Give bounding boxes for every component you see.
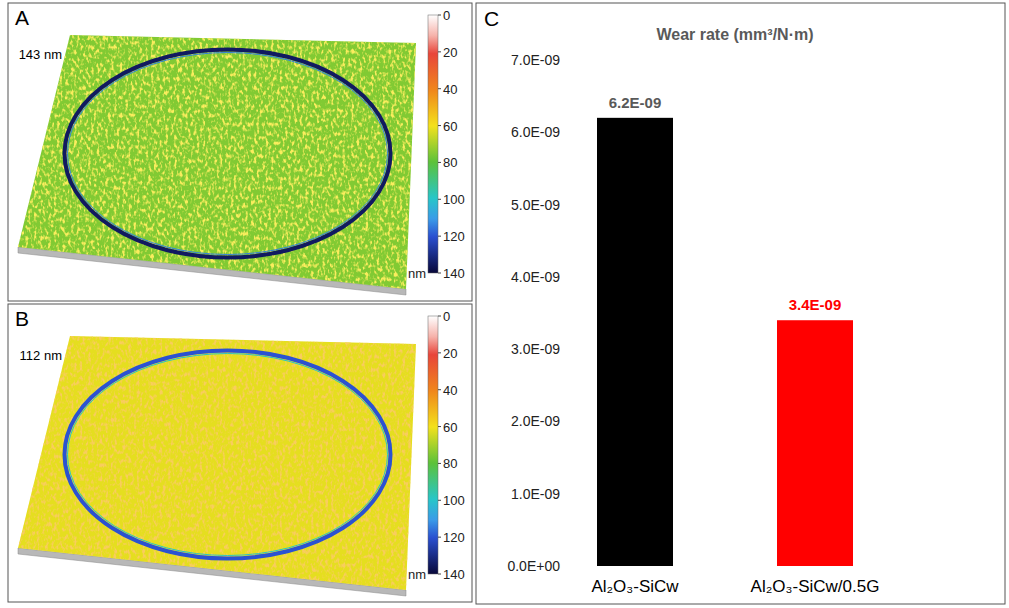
surface-panel: B 112 nm 0 20 40 60 80 100 120 140 nm <box>8 304 472 602</box>
colorbar <box>428 316 438 574</box>
colorbar-tick <box>438 463 441 464</box>
wear-track <box>65 50 391 258</box>
colorbar-tick <box>438 316 441 317</box>
category-label: Al₂O₃-SiCw <box>591 577 679 596</box>
colorbar-tick <box>438 15 441 16</box>
colorbar-tick <box>438 273 441 274</box>
colorbar-tick-label: 40 <box>443 82 457 97</box>
colorbar-tick-label: 120 <box>443 530 465 545</box>
surface <box>18 35 416 289</box>
bar <box>777 320 853 566</box>
colorbar-tick <box>438 88 441 89</box>
colorbar-tick-label: 100 <box>443 192 465 207</box>
y-tick-label: 7.0E-09 <box>511 52 560 68</box>
bar <box>597 118 673 566</box>
panel-frame <box>8 3 472 301</box>
colorbar-tick-label: 60 <box>443 119 457 134</box>
colorbar-tick <box>438 537 441 538</box>
colorbar-tick <box>438 389 441 390</box>
figure: A 143 nm 0 20 40 60 80 100 120 140 nm B 112 nm 0 20 40 6… <box>0 0 1009 608</box>
colorbar-tick <box>438 426 441 427</box>
y-tick-label: 3.0E-09 <box>511 341 560 357</box>
colorbar-label: nm <box>408 266 426 281</box>
surface <box>18 336 416 590</box>
panel-letter: A <box>15 6 29 29</box>
colorbar-tick-label: 80 <box>443 456 457 471</box>
panel-letter: B <box>15 307 29 330</box>
wear-track-edge <box>68 354 388 556</box>
data-label: 3.4E-09 <box>789 296 842 313</box>
bar-panel: C Wear rate (mm³/N·m) 0.0E+00 1.0E-09 2.0E-0… <box>476 3 1005 604</box>
colorbar-tick <box>438 162 441 163</box>
colorbar-tick-label: 40 <box>443 383 457 398</box>
colorbar-label: nm <box>408 567 426 582</box>
panel-frame <box>476 3 1005 604</box>
colorbar-tick <box>438 236 441 237</box>
colorbar-tick-label: 0 <box>443 8 450 23</box>
chart-title: Wear rate (mm³/N·m) <box>656 26 813 43</box>
colorbar-tick <box>438 574 441 575</box>
data-label: 6.2E-09 <box>609 94 662 111</box>
panel-frame <box>8 304 472 602</box>
annotation: 143 nm <box>19 47 62 62</box>
surface-panel: A 143 nm 0 20 40 60 80 100 120 140 nm <box>8 3 472 301</box>
colorbar-tick-label: 120 <box>443 229 465 244</box>
colorbar-tick-label: 20 <box>443 346 457 361</box>
surface-texture <box>18 35 416 289</box>
y-tick-label: 1.0E-09 <box>511 486 560 502</box>
panel-letter: C <box>484 7 499 30</box>
colorbar-tick-label: 140 <box>443 266 465 281</box>
y-tick-label: 6.0E-09 <box>511 124 560 140</box>
y-tick-label: 2.0E-09 <box>511 413 560 429</box>
category-label: Al₂O₃-SiCw/0.5G <box>751 577 880 596</box>
surface-texture <box>18 336 416 590</box>
y-tick-label: 4.0E-09 <box>511 269 560 285</box>
colorbar-tick-label: 80 <box>443 155 457 170</box>
bars <box>597 118 853 566</box>
annotation: 112 nm <box>20 348 62 363</box>
colorbar-tick <box>438 352 441 353</box>
colorbar-tick <box>438 500 441 501</box>
colorbar-tick-label: 140 <box>443 567 465 582</box>
colorbar-tick-label: 100 <box>443 493 465 508</box>
wear-track <box>65 351 391 559</box>
y-tick-label: 0.0E+00 <box>507 558 560 574</box>
colorbar-tick-label: 20 <box>443 45 457 60</box>
colorbar-tick <box>438 125 441 126</box>
wear-track-edge <box>68 53 388 255</box>
colorbar <box>428 15 438 273</box>
colorbar-tick <box>438 199 441 200</box>
colorbar-tick-label: 0 <box>443 309 450 324</box>
y-tick-label: 5.0E-09 <box>511 197 560 213</box>
colorbar-tick-label: 60 <box>443 420 457 435</box>
colorbar-tick <box>438 51 441 52</box>
